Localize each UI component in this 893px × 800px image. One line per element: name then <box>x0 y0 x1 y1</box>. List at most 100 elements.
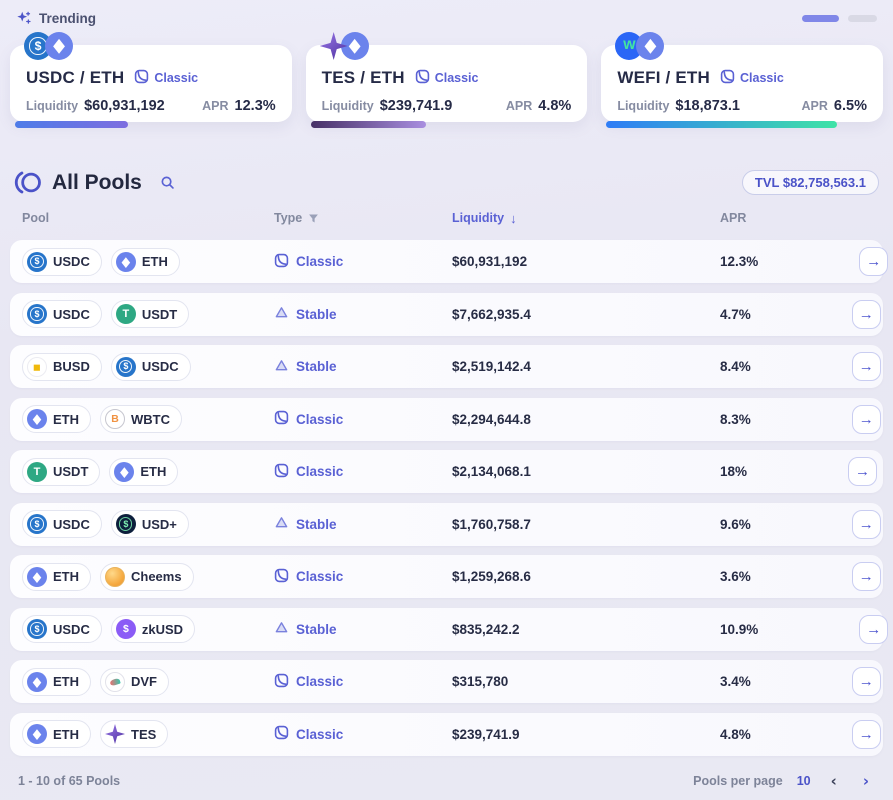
sort-descending-icon: ↓ <box>510 210 517 226</box>
pool-row[interactable]: ETH TES Classic $239,741.9 4.8% <box>10 712 883 756</box>
stable-type-icon <box>275 517 288 528</box>
token-badge: zkUSD <box>110 615 196 643</box>
pool-row[interactable]: USDT ETH Classic $2,134,068.1 18% <box>10 450 883 493</box>
pool-type: Classic <box>274 253 452 271</box>
apr-value: 12.3% <box>234 98 276 114</box>
trending-label: Trending <box>39 10 96 26</box>
card-progress-bar <box>15 121 128 128</box>
pool-liquidity: $239,741.9 <box>452 726 520 742</box>
pair-name: USDC / ETH <box>26 68 125 87</box>
pair-name: TES / ETH <box>321 68 405 87</box>
token-badge: ETH <box>22 405 91 433</box>
pair-icons <box>24 32 73 60</box>
pool-pair: USDC USD+ <box>22 510 274 538</box>
pool-row[interactable]: BUSD USDC Stable $2,519,142.4 8.4% <box>10 345 883 388</box>
sparkles-icon <box>17 11 31 24</box>
search-button[interactable] <box>158 173 177 192</box>
pool-pair: ETH Cheems <box>22 562 274 591</box>
pool-row[interactable]: ETH Cheems Classic $1,259,268.6 3.6% <box>10 555 883 598</box>
token-badge: USDT <box>110 300 190 328</box>
carousel-dash[interactable] <box>848 14 877 22</box>
token-badge: ETH <box>110 247 180 276</box>
liquidity-label: Liquidity <box>617 99 670 113</box>
token-symbol: USDC <box>141 359 179 374</box>
arrow-right-icon <box>859 411 874 428</box>
pools-table: USDCETH Classic $60,931,192 12.3% USDCUS… <box>10 240 889 756</box>
eth-icon <box>27 566 47 587</box>
token-badge: USDC <box>22 300 102 328</box>
apr-value: 4.8% <box>538 98 572 114</box>
arrow-right-icon <box>866 621 881 638</box>
arrow-right-icon <box>859 306 874 323</box>
pool-row[interactable]: USDC ETH Classic $60,931,192 12.3% <box>10 240 889 283</box>
pool-row[interactable]: USDC USD+ Stable $1,760,758.7 9.6% <box>10 502 883 546</box>
next-page-button[interactable] <box>857 770 875 792</box>
card-progress-bar <box>310 121 427 128</box>
token-symbol: ETH <box>53 674 79 689</box>
liquidity-value: $18,873.1 <box>675 98 740 114</box>
liquidity-label: Liquidity <box>26 99 79 113</box>
pool-liquidity: $2,134,068.1 <box>452 464 531 479</box>
open-pool-button[interactable] <box>848 457 878 486</box>
eth-icon <box>45 32 73 60</box>
column-apr[interactable]: APR <box>720 211 747 225</box>
trending-card[interactable]: WEFI / ETH Classic Liquidity $18,873.1 A… <box>601 32 883 128</box>
token-badge: WBTC <box>100 405 182 433</box>
pool-pair: BUSD USDC <box>22 352 274 381</box>
token-symbol: ETH <box>53 726 79 742</box>
pool-type: Stable <box>274 305 452 323</box>
pool-row[interactable]: USDC USDT Stable $7,662,935.4 4.7% <box>10 292 883 336</box>
classic-type-icon <box>274 725 289 740</box>
per-page-select[interactable]: 10 <box>796 773 811 788</box>
column-liquidity[interactable]: Liquidity ↓ <box>452 210 517 226</box>
all-pools-header: All Pools TVL $82,758,563.1 <box>10 170 883 195</box>
arrow-right-icon <box>855 463 870 480</box>
pool-apr: 4.8% <box>720 726 751 742</box>
pool-liquidity: $2,519,142.4 <box>452 359 531 374</box>
stable-type-icon <box>275 359 288 370</box>
pool-row[interactable]: USDC zkUSD Stable $835,242.2 10.9% <box>10 607 889 651</box>
pool-row[interactable]: ETH DVF Classic $315,780 3.4% <box>10 660 883 703</box>
token-symbol: zkUSD <box>141 621 184 637</box>
arrow-right-icon <box>859 516 874 533</box>
usdc-icon <box>27 619 47 639</box>
pool-pair: ETH TES <box>22 720 274 748</box>
eth-icon <box>115 251 136 272</box>
usdplus-icon <box>115 514 136 534</box>
classic-type-icon <box>720 69 735 84</box>
carousel-dash-active[interactable] <box>802 14 839 22</box>
token-symbol: DVF <box>131 674 157 689</box>
prev-page-button[interactable] <box>825 770 843 792</box>
pool-pair: USDC USDT <box>22 300 274 328</box>
liquidity-label: Liquidity <box>321 99 374 113</box>
open-pool-button[interactable] <box>851 562 881 591</box>
pool-type: Stable <box>274 620 452 638</box>
token-symbol: USDC <box>53 516 90 532</box>
open-pool-button[interactable] <box>859 614 889 644</box>
open-pool-button[interactable] <box>851 404 881 434</box>
table-header: Pool Type Liquidity ↓ APR <box>10 208 883 228</box>
carousel-pagination <box>802 14 877 22</box>
open-pool-button[interactable] <box>851 352 881 381</box>
pool-type-badge: Classic <box>134 69 198 87</box>
classic-type-icon <box>274 568 289 582</box>
open-pool-button[interactable] <box>851 667 881 696</box>
open-pool-button[interactable] <box>851 299 881 329</box>
token-badge: Cheems <box>100 562 194 591</box>
open-pool-button[interactable] <box>851 719 881 749</box>
token-badge: TES <box>100 720 169 748</box>
column-pool: Pool <box>22 211 50 225</box>
apr-value: 6.5% <box>833 98 867 114</box>
usdc-icon <box>27 251 47 272</box>
trending-card[interactable]: TES / ETH Classic Liquidity $239,741.9 A… <box>305 32 588 128</box>
token-badge: USDC <box>110 352 191 381</box>
open-pool-button[interactable] <box>851 509 881 539</box>
column-type[interactable]: Type <box>274 211 452 225</box>
open-pool-button[interactable] <box>859 247 889 276</box>
classic-type-icon <box>274 673 289 687</box>
pool-liquidity: $1,760,758.7 <box>452 516 531 532</box>
trending-card[interactable]: USDC / ETH Classic Liquidity $60,931,192… <box>10 32 292 128</box>
eth-icon <box>27 409 47 429</box>
pool-row[interactable]: ETH WBTC Classic $2,294,644.8 8.3% <box>10 397 883 441</box>
